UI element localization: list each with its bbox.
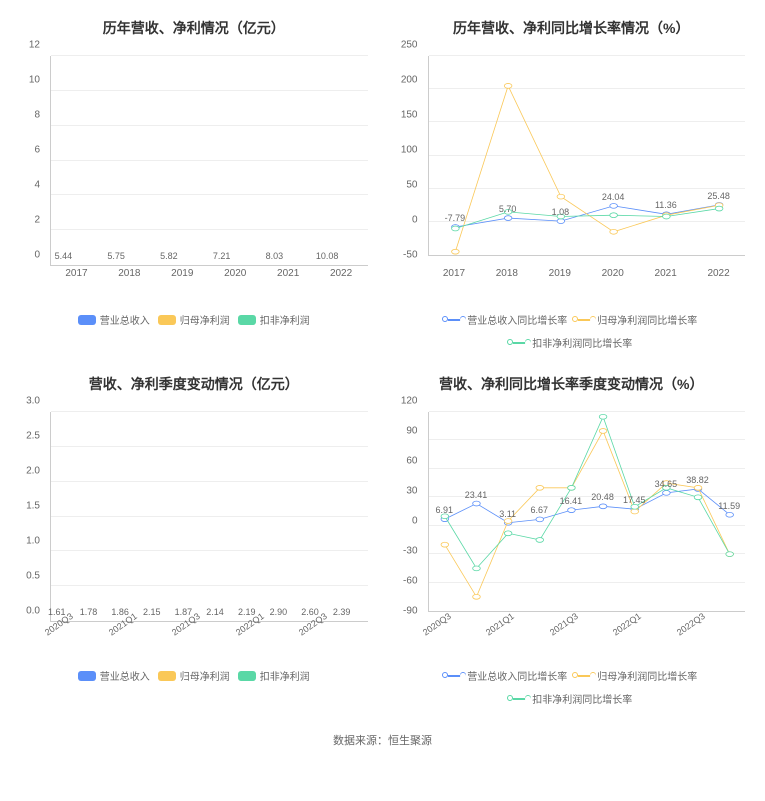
chart-quarterly-revenue: 营收、净利季度变动情况（亿元） 0.00.51.01.52.02.53.01.6… (10, 366, 378, 712)
chart-title: 营收、净利季度变动情况（亿元） (10, 366, 378, 402)
chart-annual-revenue: 历年营收、净利情况（亿元） 0246810125.445.755.827.218… (10, 10, 378, 356)
legend-item: 扣非净利润 (238, 668, 310, 683)
legend-item: 营业总收入 (78, 668, 150, 683)
legend-item: 归母净利润同比增长率 (575, 312, 697, 327)
chart-legend: 营业总收入归母净利润扣非净利润 (10, 306, 378, 333)
chart-area: 0246810125.445.755.827.218.0310.08201720… (10, 46, 378, 306)
chart-title: 营收、净利同比增长率季度变动情况（%） (388, 366, 756, 402)
legend-item: 扣非净利润同比增长率 (510, 335, 632, 350)
legend-item: 营业总收入 (78, 312, 150, 327)
chart-title: 历年营收、净利情况（亿元） (10, 10, 378, 46)
chart-annual-growth: 历年营收、净利同比增长率情况（%） -50050100150200250-7.7… (388, 10, 756, 356)
chart-grid: 历年营收、净利情况（亿元） 0246810125.445.755.827.218… (0, 0, 765, 722)
legend-item: 归母净利润 (158, 312, 230, 327)
chart-legend: 营业总收入同比增长率归母净利润同比增长率扣非净利润同比增长率 (388, 662, 756, 712)
chart-quarterly-growth: 营收、净利同比增长率季度变动情况（%） -90-60-3003060901206… (388, 366, 756, 712)
legend-item: 营业总收入同比增长率 (445, 668, 567, 683)
legend-item: 营业总收入同比增长率 (445, 312, 567, 327)
chart-area: -90-60-3003060901206.9123.413.116.6716.4… (388, 402, 756, 662)
chart-area: 0.00.51.01.52.02.53.01.611.781.862.151.8… (10, 402, 378, 662)
legend-item: 扣非净利润 (238, 312, 310, 327)
legend-item: 归母净利润同比增长率 (575, 668, 697, 683)
legend-item: 扣非净利润同比增长率 (510, 691, 632, 706)
chart-legend: 营业总收入归母净利润扣非净利润 (10, 662, 378, 689)
chart-area: -50050100150200250-7.795.701.0824.0411.3… (388, 46, 756, 306)
chart-legend: 营业总收入同比增长率归母净利润同比增长率扣非净利润同比增长率 (388, 306, 756, 356)
legend-item: 归母净利润 (158, 668, 230, 683)
chart-title: 历年营收、净利同比增长率情况（%） (388, 10, 756, 46)
data-source-footer: 数据来源：恒生聚源 (0, 722, 765, 758)
